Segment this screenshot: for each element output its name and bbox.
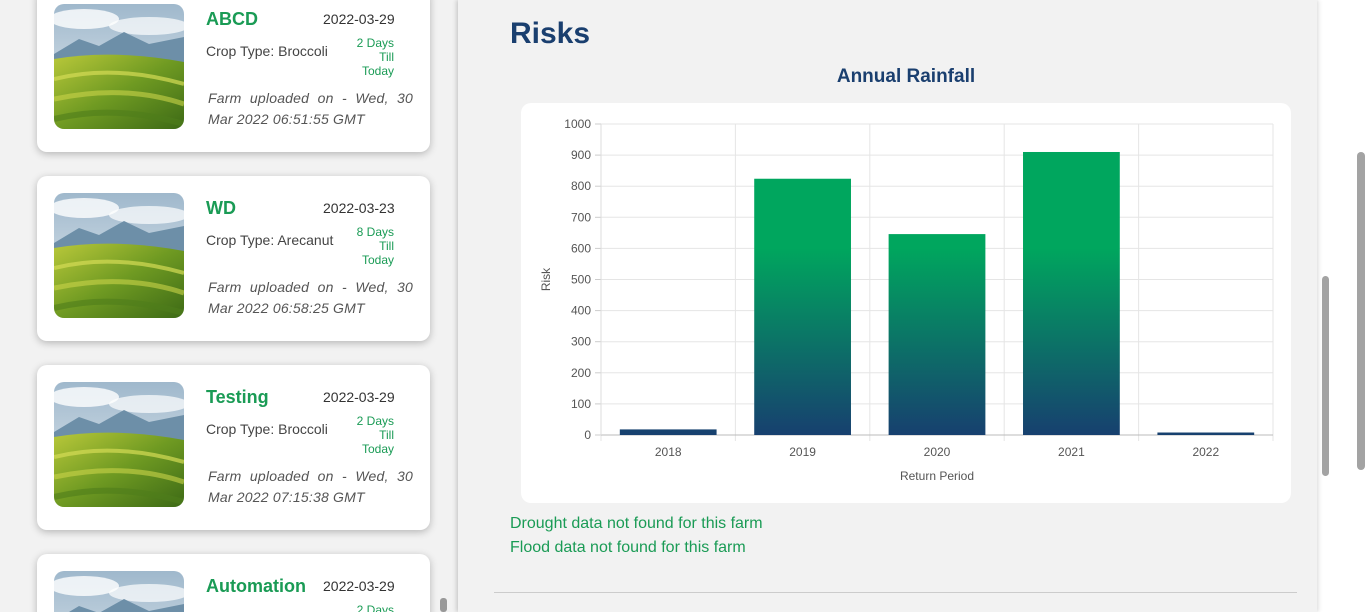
farm-image-art	[54, 4, 184, 129]
farm-date: 2022-03-29	[323, 578, 395, 594]
farm-image	[54, 571, 184, 612]
x-tick-label: 2019	[789, 445, 816, 459]
crop-type: Crop Type: Broccoli	[206, 610, 328, 612]
bar	[1157, 432, 1255, 435]
x-tick-label: 2020	[924, 445, 951, 459]
y-tick-label: 1000	[564, 117, 591, 131]
days-since: 2 Days Till Today	[356, 603, 394, 612]
y-tick-label: 400	[571, 304, 591, 318]
scrollbar-thumb[interactable]	[1357, 152, 1365, 470]
message: Drought data not found for this farm	[510, 515, 763, 532]
x-axis-label: Return Period	[900, 469, 974, 483]
scrollbar-thumb[interactable]	[1322, 276, 1329, 476]
scrollbar-thumb[interactable]	[440, 598, 447, 612]
farm-name: Automation	[206, 576, 306, 596]
farm-card[interactable]: ABCD 2022-03-29 Crop Type: Broccoli 2 Days …	[37, 0, 430, 152]
y-tick-label: 700	[571, 210, 591, 224]
upload-time: Farm uploaded on - Wed, 30 Mar 2022 06:5…	[208, 279, 413, 316]
farm-card[interactable]: Automation 2022-03-29 Crop Type: Broccoli 2…	[37, 554, 430, 612]
farm-list: ABCD 2022-03-29 Crop Type: Broccoli 2 Days …	[0, 0, 458, 612]
farm-date: 2022-03-29	[323, 389, 395, 405]
farm-image-art	[54, 382, 184, 507]
x-tick-label: 2021	[1058, 445, 1085, 459]
days-since: 8 Days Till Today	[356, 225, 394, 267]
farm-card[interactable]: WD 2022-03-23 Crop Type: Arecanut 8 Days Ti…	[37, 176, 430, 341]
bar	[619, 429, 717, 435]
farm-image	[54, 382, 184, 507]
farm-image-art	[54, 193, 184, 318]
chart-title: Annual Rainfall	[836, 66, 976, 87]
bar	[888, 234, 986, 435]
heading: Risks	[510, 17, 591, 50]
y-tick-label: 800	[571, 179, 591, 193]
farm-card[interactable]: Testing 2022-03-29 Crop Type: Broccoli 2 Da…	[37, 365, 430, 530]
crop-type: Crop Type: Arecanut	[206, 232, 334, 248]
farm-name: WD	[206, 198, 236, 218]
crop-type: Crop Type: Broccoli	[206, 43, 328, 59]
y-tick-label: 500	[571, 273, 591, 287]
crop-type: Crop Type: Broccoli	[206, 421, 328, 437]
x-tick-label: 2022	[1192, 445, 1219, 459]
days-since: 2 Days Till Today	[356, 414, 394, 456]
farm-date: 2022-03-23	[323, 200, 395, 216]
y-axis-label: Risk	[539, 267, 553, 291]
days-since: 2 Days Till Today	[356, 36, 394, 78]
upload-time: Farm uploaded on - Wed, 30 Mar 2022 06:5…	[208, 90, 413, 127]
farm-date: 2022-03-29	[323, 11, 395, 27]
divider	[494, 592, 1297, 593]
message: Flood data not found for this farm	[510, 539, 746, 556]
farm-image-art	[54, 571, 184, 612]
x-tick-label: 2018	[655, 445, 682, 459]
bar	[1023, 151, 1120, 436]
y-tick-label: 600	[571, 241, 591, 255]
y-tick-label: 900	[571, 148, 591, 162]
chart: 0 100 200 300 400 500 600 700 800 900 1000 2018 2019…	[521, 103, 1291, 503]
y-tick-label: 300	[571, 335, 591, 349]
y-tick-label: 200	[571, 366, 591, 380]
farm-name: Testing	[206, 387, 269, 407]
farm-image	[54, 4, 184, 129]
bar	[754, 178, 851, 435]
upload-time: Farm uploaded on - Wed, 30 Mar 2022 07:1…	[208, 468, 413, 505]
farm-name: ABCD	[206, 9, 258, 29]
y-tick-label: 100	[571, 397, 591, 411]
farm-image	[54, 193, 184, 318]
y-tick-label: 0	[584, 428, 591, 442]
